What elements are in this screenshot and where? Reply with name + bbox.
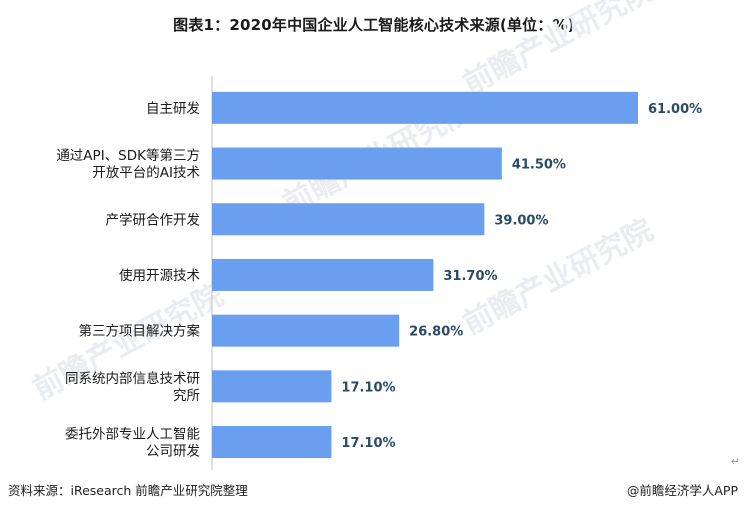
watermark-text: 前瞻产业研究院 <box>457 0 659 102</box>
bar <box>212 91 638 124</box>
value-label: 61.00% <box>648 102 702 117</box>
source-note: 资料来源：iResearch 前瞻产业研究院整理 <box>8 483 248 498</box>
bar <box>212 370 332 403</box>
value-label: 31.70% <box>443 269 497 284</box>
chart-title: 图表1：2020年中国企业人工智能核心技术来源(单位：%) <box>173 16 575 34</box>
category-label-line: 通过API、SDK等第三方 <box>56 147 200 164</box>
category-label-line: 开放平台的AI技术 <box>92 165 200 181</box>
value-label: 17.10% <box>341 380 395 395</box>
category-label-line: 使用开源技术 <box>119 267 200 284</box>
brand-credit: @前瞻经济学人APP <box>626 483 738 498</box>
return-mark: ↵ <box>730 455 740 468</box>
category-label: 第三方项目解决方案 <box>79 323 201 340</box>
value-label: 26.80% <box>409 325 463 340</box>
bars-group: 61.00% 自主研发 41.50% 通过API、SDK等第三方开放平台的AI技术 39… <box>56 91 702 460</box>
category-label: 通过API、SDK等第三方开放平台的AI技术 <box>56 147 200 181</box>
category-label: 产学研合作开发 <box>106 212 201 228</box>
bar <box>212 426 332 459</box>
bar <box>212 314 400 347</box>
category-label-line: 委托外部专业人工智能 <box>65 427 200 443</box>
bar <box>212 258 434 291</box>
bar <box>212 203 485 236</box>
category-label-line: 同系统内部信息技术研 <box>65 370 200 387</box>
value-label: 41.50% <box>512 158 566 173</box>
category-label: 同系统内部信息技术研究所 <box>65 370 200 404</box>
category-label: 使用开源技术 <box>119 267 200 284</box>
category-label: 委托外部专业人工智能公司研发 <box>65 427 200 460</box>
category-label-line: 第三方项目解决方案 <box>79 323 201 340</box>
category-label-line: 究所 <box>173 388 200 404</box>
category-label-line: 自主研发 <box>146 101 200 117</box>
value-label: 17.10% <box>341 436 395 451</box>
value-label: 39.00% <box>494 213 548 228</box>
category-label-line: 产学研合作开发 <box>106 212 201 228</box>
category-label: 自主研发 <box>146 101 200 117</box>
bar <box>212 147 502 180</box>
category-label-line: 公司研发 <box>146 444 200 460</box>
